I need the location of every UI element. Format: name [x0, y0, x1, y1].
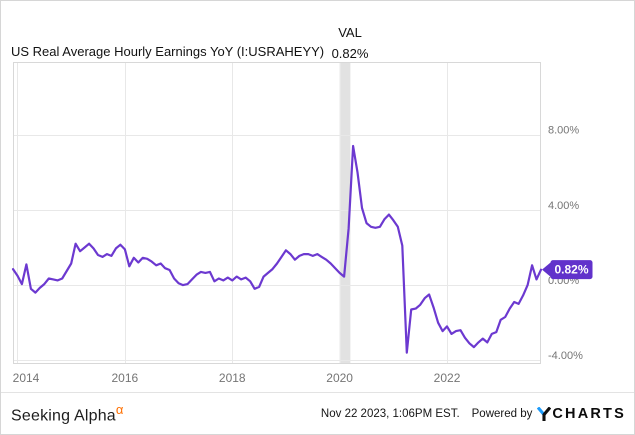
gridlines: [13, 62, 541, 364]
ycharts-wordmark: CHARTS: [552, 405, 626, 422]
svg-text:8.00%: 8.00%: [548, 125, 579, 137]
ycharts-logo: CHARTS: [537, 406, 626, 422]
y-axis-labels: 8.00% 4.00% 0.00% -4.00%: [548, 125, 583, 363]
price-line: [11, 144, 543, 354]
x-axis-labels: 2014 2016 2018 2020 2022: [13, 371, 461, 385]
chart-title: US Real Average Hourly Earnings YoY (I:U…: [11, 44, 325, 59]
svg-text:0.82%: 0.82%: [554, 263, 588, 277]
alpha-icon: α: [115, 401, 124, 417]
line-chart: 8.00% 4.00% 0.00% -4.00% 2014 2016 2018 2020 202…: [11, 62, 593, 385]
svg-text:2022: 2022: [434, 371, 461, 385]
plot-border: [13, 62, 541, 364]
svg-text:2016: 2016: [112, 371, 139, 385]
svg-text:2014: 2014: [13, 371, 40, 385]
val-block: VAL 0.82%: [332, 25, 369, 61]
val-column-header: VAL: [338, 25, 362, 40]
seekingalpha-wordmark: Seeking Alpha: [11, 407, 116, 425]
value-badge: 0.82%: [542, 260, 593, 280]
ycharts-y-icon: [537, 406, 552, 421]
svg-text:4.00%: 4.00%: [548, 200, 579, 212]
recession-band: [339, 62, 351, 364]
timestamp: Nov 22 2023, 1:06PM EST.: [320, 407, 460, 420]
val-current-value: 0.82%: [331, 46, 369, 61]
powered-by-label: Powered by: [471, 407, 533, 420]
svg-text:0.00%: 0.00%: [548, 275, 579, 287]
svg-text:2018: 2018: [219, 371, 246, 385]
svg-text:-4.00%: -4.00%: [548, 350, 583, 362]
svg-text:2020: 2020: [326, 371, 353, 385]
footer: Seeking Alphaα Nov 22 2023, 1:06PM EST. …: [1, 392, 634, 434]
seekingalpha-logo: Seeking Alphaα: [11, 402, 124, 425]
attribution: Nov 22 2023, 1:06PM EST. Powered by CHAR…: [321, 406, 626, 422]
